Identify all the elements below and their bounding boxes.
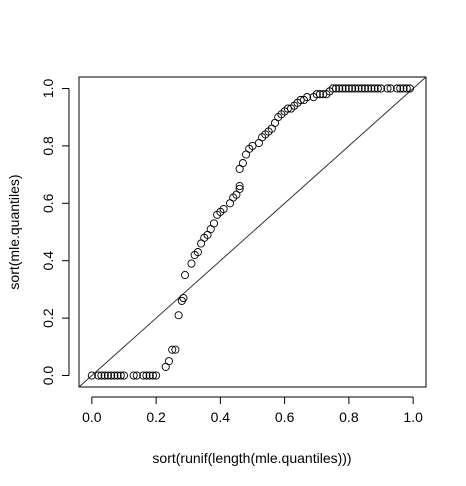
x-tick-label: 0.0 <box>82 409 102 425</box>
y-tick-label: 1.0 <box>40 79 56 99</box>
y-tick-label: 0.8 <box>40 136 56 156</box>
y-tick-label: 0.6 <box>40 193 56 213</box>
x-tick-label: 0.8 <box>339 409 359 425</box>
x-tick-label: 0.6 <box>275 409 295 425</box>
y-tick-label: 0.0 <box>40 366 56 386</box>
y-axis-title: sort(mle.quantiles) <box>6 174 22 289</box>
y-tick-label: 0.4 <box>40 251 56 271</box>
x-axis-title: sort(runif(length(mle.quantiles))) <box>152 450 351 466</box>
x-tick-label: 0.4 <box>211 409 231 425</box>
x-tick-label: 0.2 <box>146 409 166 425</box>
x-tick-label: 1.0 <box>403 409 423 425</box>
y-tick-label: 0.2 <box>40 308 56 328</box>
